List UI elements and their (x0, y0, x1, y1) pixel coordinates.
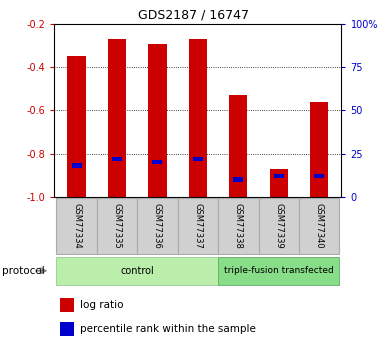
Text: GSM77340: GSM77340 (315, 203, 324, 249)
Text: percentile rank within the sample: percentile rank within the sample (80, 324, 256, 334)
Bar (189, 39, 207, 197)
Bar (310, 102, 328, 197)
Bar (229, 95, 248, 197)
Text: triple-fusion transfected: triple-fusion transfected (224, 266, 334, 275)
Bar (71, 164, 81, 168)
Bar (137, 198, 178, 254)
Text: control: control (120, 266, 154, 276)
Bar (112, 157, 122, 161)
Bar (233, 177, 243, 181)
Bar (56, 257, 218, 285)
Bar (68, 57, 86, 197)
Bar (274, 174, 284, 178)
Bar (108, 39, 126, 197)
Bar (60, 298, 74, 312)
Text: GSM77334: GSM77334 (72, 203, 81, 249)
Bar (299, 198, 340, 254)
Bar (178, 198, 218, 254)
Bar (314, 174, 324, 178)
Text: GSM77338: GSM77338 (234, 203, 243, 249)
Bar (60, 322, 74, 336)
Text: protocol: protocol (2, 266, 45, 276)
Bar (56, 198, 97, 254)
Bar (258, 198, 299, 254)
Bar (152, 160, 163, 164)
Bar (97, 198, 137, 254)
Bar (193, 157, 203, 161)
Text: log ratio: log ratio (80, 300, 124, 310)
Bar (148, 43, 166, 197)
Text: GSM77339: GSM77339 (274, 203, 283, 249)
Bar (218, 257, 340, 285)
Text: GSM77337: GSM77337 (193, 203, 203, 249)
Bar (218, 198, 258, 254)
Bar (270, 169, 288, 197)
Text: GSM77335: GSM77335 (113, 203, 121, 249)
Text: GDS2187 / 16747: GDS2187 / 16747 (139, 9, 249, 22)
Text: GSM77336: GSM77336 (153, 203, 162, 249)
